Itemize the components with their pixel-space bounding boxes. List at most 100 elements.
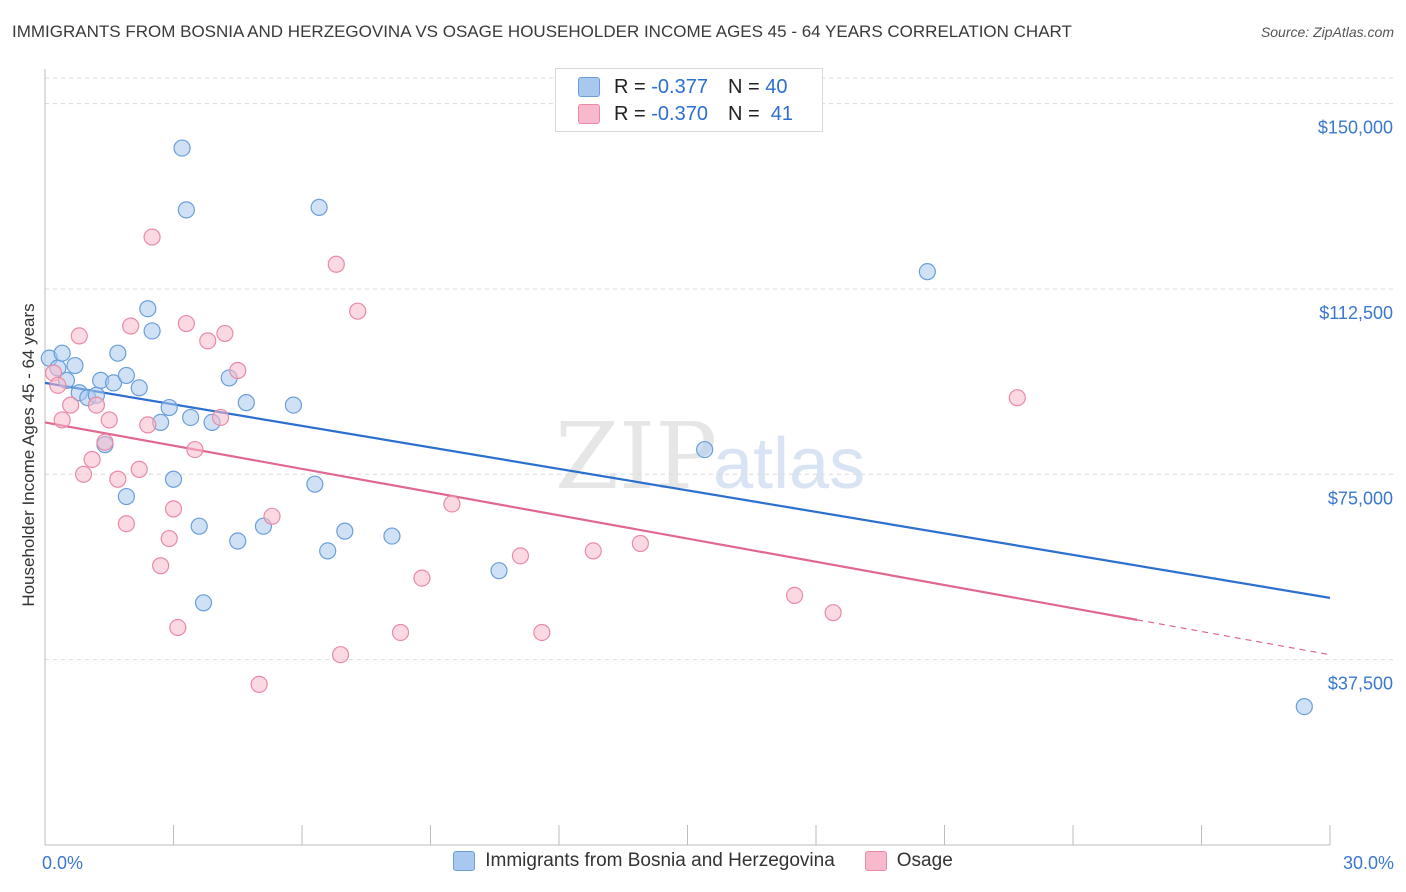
- bosnia-point: [194, 594, 213, 612]
- y-tick-label: $150,000: [1318, 118, 1393, 138]
- osage-point: [327, 255, 345, 273]
- x-tick-label: 30.0%: [1343, 853, 1394, 873]
- source-label: Source: ZipAtlas.com: [1260, 24, 1394, 40]
- bosnia-point: [160, 398, 178, 417]
- bosnia-point: [177, 201, 195, 219]
- bottom-legend: Immigrants from Bosnia and Herzegovina O…: [0, 850, 1406, 872]
- osage-point: [331, 646, 350, 664]
- osage-point: [631, 534, 649, 553]
- bosnia-point: [229, 532, 247, 550]
- osage-point: [443, 495, 461, 513]
- osage-point: [70, 327, 88, 345]
- series1-r-value: -0.377: [651, 75, 708, 98]
- osage-point: [96, 433, 114, 451]
- bosnia-point: [918, 263, 936, 281]
- osage-point: [229, 361, 247, 380]
- bosnia-point: [336, 522, 354, 540]
- r-label: R =: [614, 75, 646, 98]
- series2-r-value: -0.370: [651, 102, 708, 125]
- bosnia-point: [66, 356, 84, 375]
- osage-point: [74, 465, 93, 483]
- bosnia-point: [117, 487, 135, 506]
- axes: [44, 69, 1331, 846]
- bosnia-point: [696, 440, 714, 459]
- y-tick-label: $37,500: [1328, 674, 1393, 694]
- osage-point: [130, 460, 148, 478]
- osage-point: [49, 376, 67, 394]
- osage-point: [216, 324, 234, 343]
- series2-swatch: [578, 104, 600, 124]
- series2-n-value: 41: [770, 102, 794, 125]
- legend-label-bosnia: Immigrants from Bosnia and Herzegovina: [485, 850, 835, 871]
- osage-point: [62, 396, 80, 414]
- bosnia-point: [173, 139, 191, 157]
- y-axis-title: Householder Income Ages 45 - 64 years: [19, 303, 38, 606]
- bosnia-point: [383, 527, 401, 545]
- osage-point: [139, 416, 157, 434]
- legend-row-series2: R = -0.370 N = 41: [578, 101, 793, 127]
- bosnia-point: [104, 374, 123, 392]
- osage-point: [349, 302, 367, 320]
- legend-row-series1: R = -0.377 N = 40: [578, 74, 787, 100]
- osage-point: [160, 529, 178, 548]
- osage-point: [391, 623, 410, 642]
- series1-n-value: 40: [765, 75, 788, 98]
- legend-label-osage: Osage: [896, 850, 953, 871]
- osage-point: [100, 411, 118, 429]
- watermark-zip: ZIP: [555, 403, 717, 510]
- osage-point: [199, 332, 217, 350]
- y-tick-label: $75,000: [1328, 488, 1393, 508]
- osage-point: [186, 440, 204, 459]
- osage-point: [109, 470, 127, 488]
- osage-point: [584, 542, 602, 560]
- bosnia-point: [182, 408, 200, 427]
- bosnia-point: [1295, 698, 1313, 716]
- osage-point: [533, 623, 551, 642]
- osage-point: [53, 411, 71, 429]
- osage-trend-line: [44, 421, 1138, 621]
- bosnia-swatch: [453, 851, 476, 871]
- bosnia-point: [139, 300, 157, 318]
- x-tick-label: 0.0%: [42, 853, 83, 873]
- bosnia-point: [284, 396, 303, 414]
- osage-point: [824, 604, 842, 622]
- osage-trend-extension: [1137, 619, 1331, 656]
- bosnia-point: [310, 198, 328, 216]
- bosnia-trend-line: [44, 381, 1331, 599]
- osage-point: [511, 547, 530, 565]
- bosnia-point: [237, 394, 255, 412]
- osage-point: [117, 515, 135, 533]
- osage-point: [263, 507, 281, 525]
- bosnia-point: [490, 562, 508, 580]
- osage-point: [122, 317, 140, 335]
- correlation-legend: R = -0.377 N = 40 R = -0.370 N = 41: [555, 68, 823, 132]
- n-label: N =: [727, 102, 760, 125]
- bosnia-point: [53, 344, 71, 362]
- bosnia-point: [319, 542, 337, 560]
- osage-point: [250, 675, 268, 693]
- osage-point: [152, 557, 170, 575]
- n-label: N =: [727, 75, 760, 98]
- legend-item-bosnia[interactable]: Immigrants from Bosnia and Herzegovina: [453, 850, 835, 872]
- osage-point: [169, 618, 187, 637]
- osage-point: [164, 500, 183, 518]
- bosnia-point: [109, 344, 127, 362]
- bosnia-point: [306, 475, 324, 493]
- data-points: [40, 139, 1313, 716]
- bosnia-point: [190, 517, 208, 535]
- osage-point: [143, 228, 161, 246]
- osage-point: [87, 396, 106, 414]
- osage-point: [413, 569, 431, 587]
- grid-lines: [45, 77, 1395, 661]
- r-label: R =: [614, 102, 646, 125]
- chart-title: IMMIGRANTS FROM BOSNIA AND HERZEGOVINA V…: [12, 22, 1072, 41]
- bosnia-point: [164, 470, 183, 488]
- axis-labels: $37,500 $75,000 $112,500 $150,000 0.0% 30.0% H…: [19, 118, 1394, 873]
- osage-point: [177, 314, 195, 333]
- osage-point: [83, 450, 101, 469]
- trend-lines: [44, 381, 1331, 656]
- bosnia-point: [117, 366, 135, 385]
- legend-item-osage[interactable]: Osage: [864, 850, 953, 872]
- series1-swatch: [578, 77, 600, 97]
